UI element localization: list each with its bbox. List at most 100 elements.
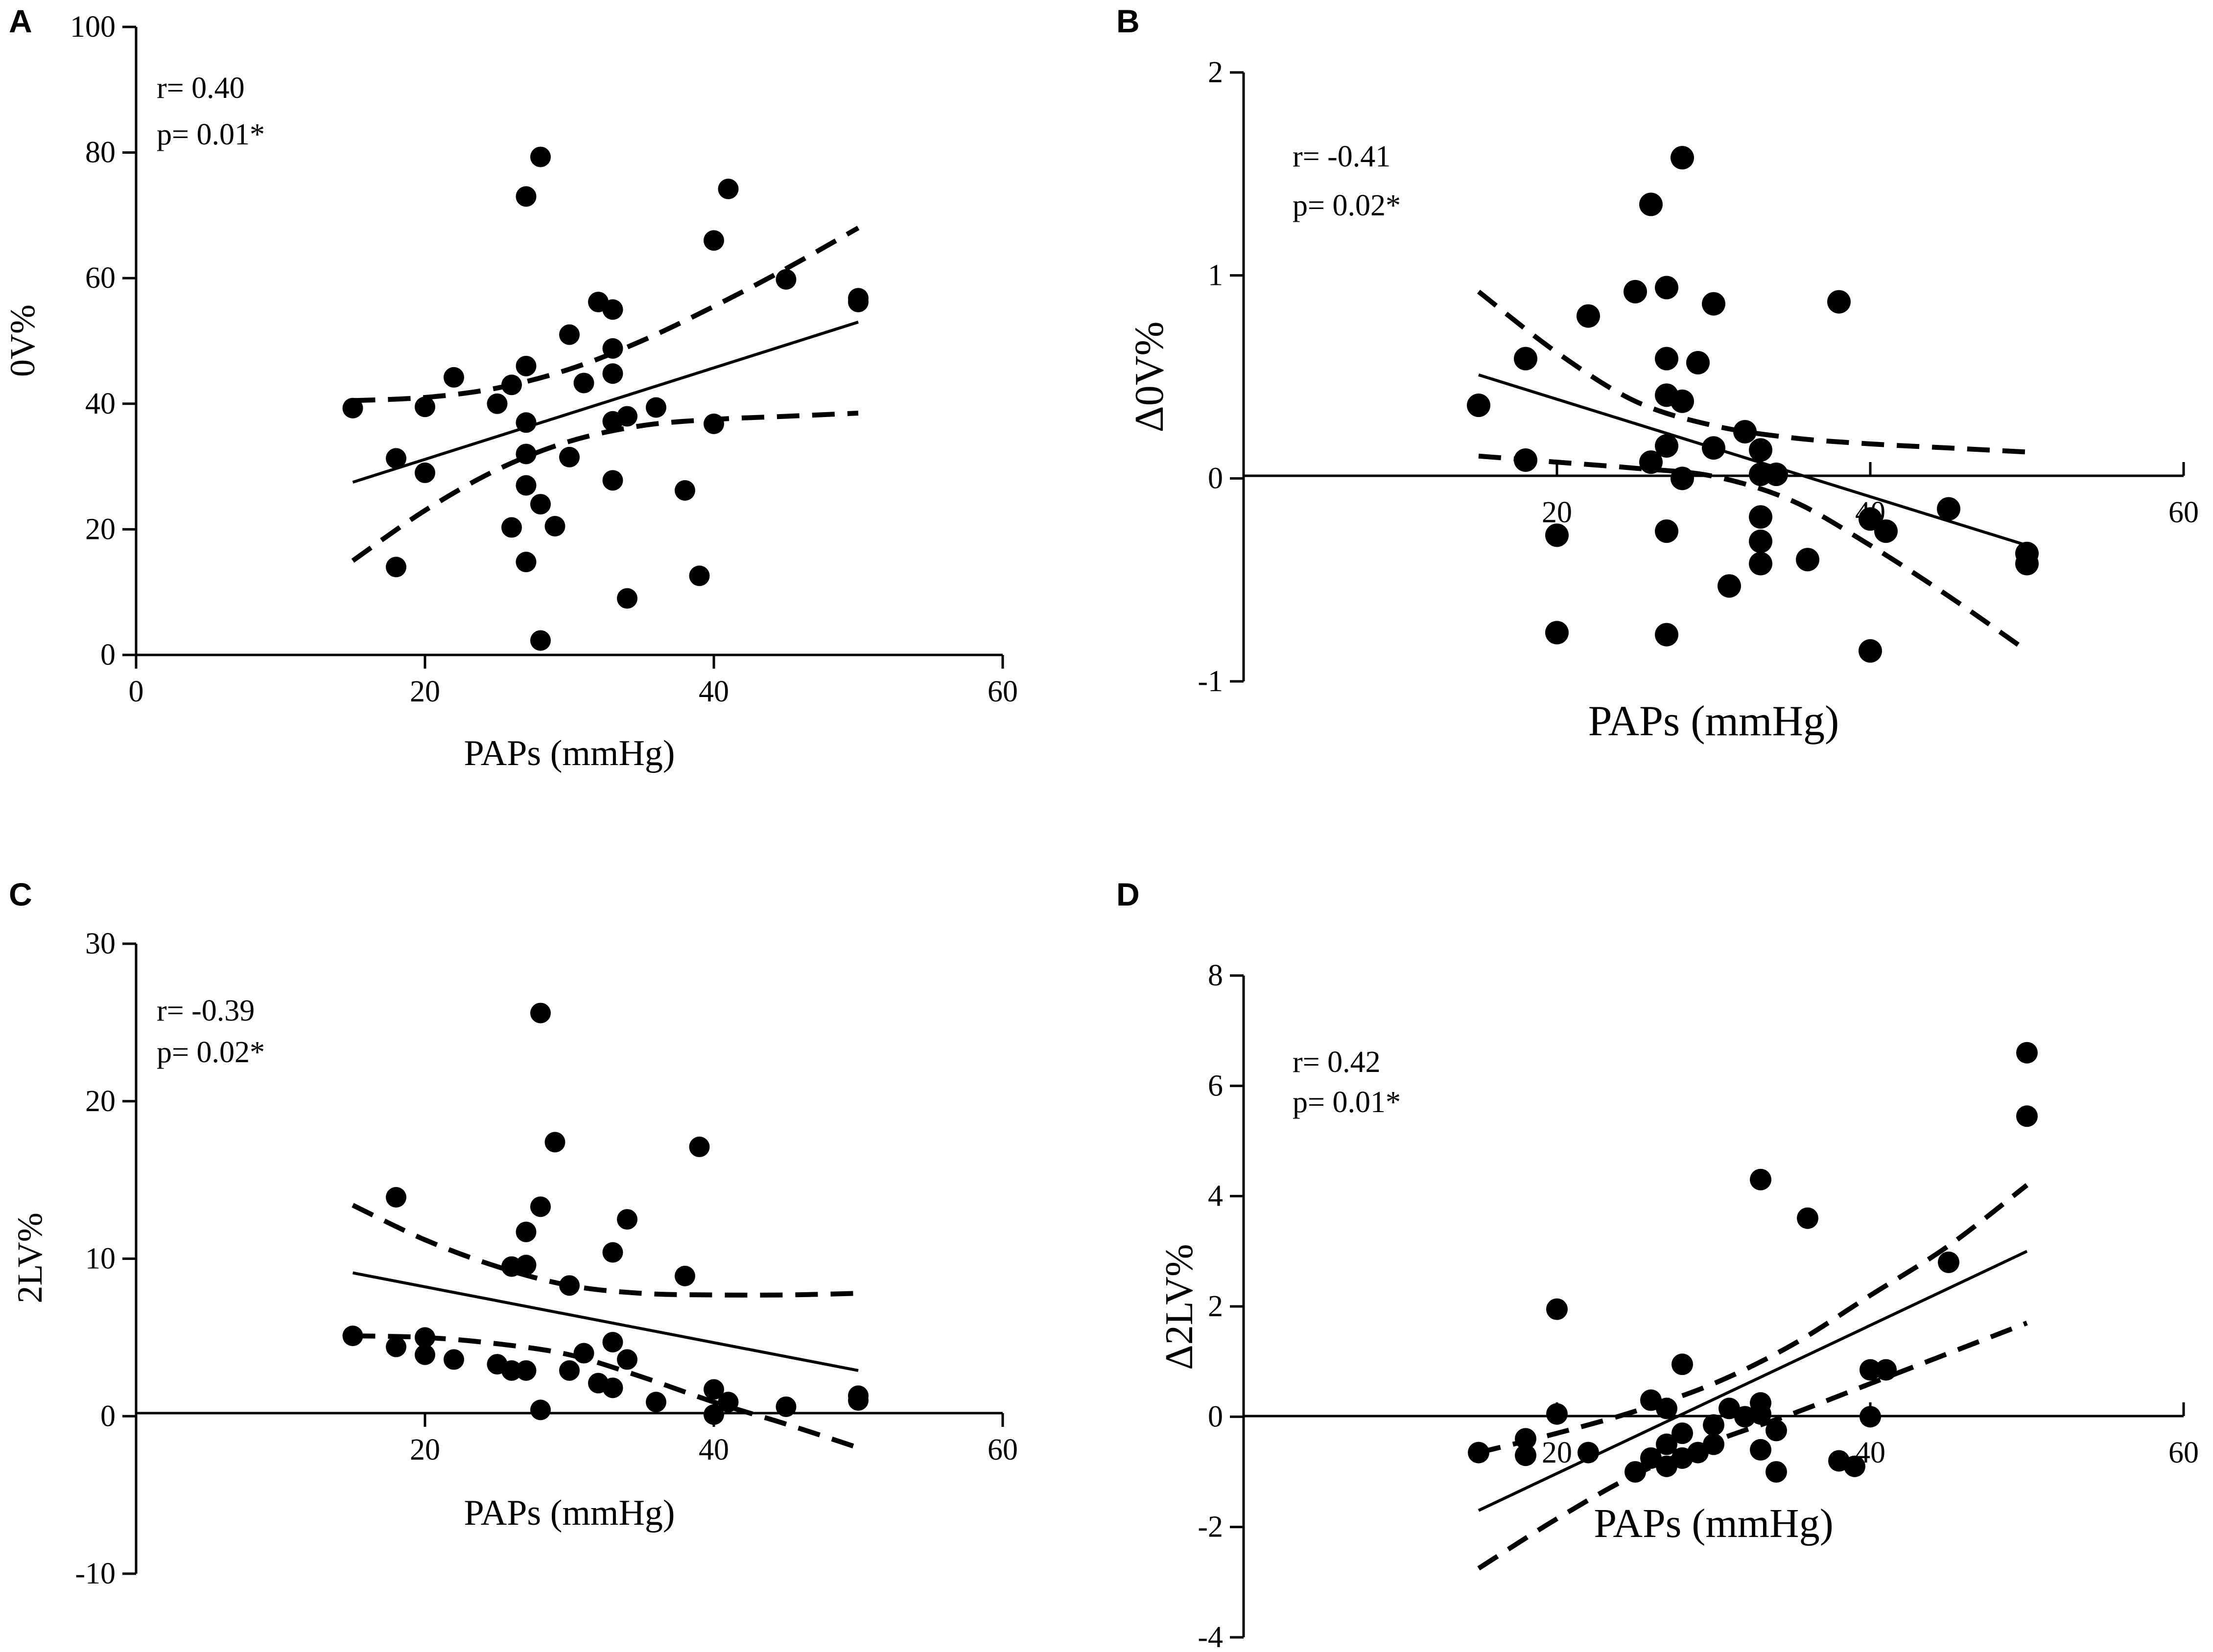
data-point bbox=[1859, 639, 1882, 663]
stat-p-c: p= 0.02* bbox=[157, 1036, 265, 1069]
ci-lower-curve bbox=[1478, 453, 2028, 653]
data-point bbox=[1749, 552, 1772, 576]
data-point bbox=[602, 1242, 623, 1263]
data-point bbox=[1860, 1359, 1881, 1381]
y-tick-label: 0 bbox=[100, 638, 116, 672]
data-point bbox=[516, 186, 537, 207]
y-tick-label: 2 bbox=[1208, 1290, 1223, 1323]
data-point bbox=[501, 517, 522, 538]
data-point bbox=[530, 630, 551, 651]
data-point bbox=[2015, 552, 2039, 576]
y-tick-label: -1 bbox=[1198, 665, 1223, 698]
data-point bbox=[1671, 146, 1694, 170]
y-axis-label: Δ0V% bbox=[1127, 322, 1172, 433]
data-point bbox=[1749, 438, 1772, 462]
data-point bbox=[1765, 463, 1788, 487]
y-tick-label: 10 bbox=[85, 1242, 116, 1276]
data-point bbox=[444, 367, 464, 388]
stat-p-d: p= 0.01* bbox=[1293, 1086, 1401, 1119]
y-tick-label: 2 bbox=[1208, 56, 1223, 89]
data-point bbox=[675, 480, 695, 501]
data-point bbox=[646, 1392, 666, 1413]
data-point bbox=[1766, 1461, 1787, 1483]
data-point bbox=[1671, 466, 1694, 490]
data-point bbox=[487, 393, 508, 414]
data-point bbox=[444, 1349, 464, 1370]
data-point bbox=[516, 1360, 537, 1381]
data-point bbox=[342, 397, 363, 419]
data-point bbox=[1750, 1439, 1771, 1461]
data-point bbox=[1766, 1419, 1787, 1442]
y-tick-label: 30 bbox=[85, 927, 116, 960]
stat-p-a: p= 0.01* bbox=[157, 118, 265, 151]
y-tick-label: -10 bbox=[75, 1557, 116, 1590]
data-point bbox=[1639, 192, 1663, 216]
y-tick-label: 60 bbox=[85, 261, 116, 295]
x-tick-label: 60 bbox=[988, 675, 1018, 708]
stat-r-b: r= -0.41 bbox=[1293, 140, 1390, 173]
data-point bbox=[1938, 1251, 1959, 1273]
data-point bbox=[1577, 1442, 1599, 1464]
plot-area-c: -10 0 10 20 30 20 40 60 PAPs (mmHg) 2LV% bbox=[10, 927, 1018, 1590]
data-point bbox=[602, 338, 623, 359]
data-point bbox=[1733, 419, 1757, 443]
data-point bbox=[1749, 529, 1772, 553]
y-axis-label: 2LV% bbox=[10, 1212, 49, 1303]
data-point bbox=[559, 1360, 580, 1381]
data-point bbox=[689, 565, 710, 586]
data-point bbox=[776, 1396, 797, 1417]
data-point bbox=[1702, 292, 1725, 316]
plot-area-a: 0 20 40 60 80 100 0 20 40 60 PAPs (mmHg) 0V% bbox=[3, 10, 1018, 773]
data-point bbox=[1874, 519, 1898, 543]
data-point bbox=[1655, 276, 1678, 300]
data-point bbox=[2016, 1105, 2038, 1127]
y-tick-label: -2 bbox=[1198, 1511, 1223, 1544]
data-point bbox=[2016, 1042, 2038, 1064]
data-point bbox=[573, 1343, 594, 1364]
data-point bbox=[1703, 1414, 1724, 1436]
x-tick-label: 60 bbox=[988, 1433, 1018, 1466]
data-point bbox=[559, 1275, 580, 1296]
ci-upper-curve bbox=[1478, 1183, 2029, 1455]
y-axis-label: Δ2LV% bbox=[1158, 1244, 1201, 1370]
data-point bbox=[1672, 1353, 1693, 1375]
stat-r-a: r= 0.40 bbox=[157, 71, 245, 105]
regression-line bbox=[1478, 373, 2027, 547]
data-point bbox=[602, 1377, 623, 1398]
x-axis-label: PAPs (mmHg) bbox=[1588, 698, 1839, 745]
data-point bbox=[516, 1255, 537, 1276]
data-point bbox=[602, 470, 623, 491]
y-tick-label: 4 bbox=[1208, 1180, 1223, 1213]
data-point bbox=[516, 355, 537, 376]
data-point bbox=[386, 557, 406, 578]
data-point bbox=[617, 406, 637, 427]
data-point bbox=[1515, 1444, 1536, 1466]
data-point bbox=[689, 1137, 710, 1158]
regression-line bbox=[352, 1271, 859, 1372]
panel-c: C r= -0.39 p= 0.02* -10 0 10 20 30 20 40 60 PAPs… bbox=[9, 876, 1018, 1590]
x-axis-label: PAPs (mmHg) bbox=[464, 733, 675, 773]
panel-label-a: A bbox=[9, 3, 32, 39]
data-point bbox=[1937, 497, 1960, 521]
data-point bbox=[573, 372, 594, 394]
panel-label-b: B bbox=[1116, 3, 1140, 39]
y-tick-label: 40 bbox=[85, 387, 116, 420]
data-point bbox=[1655, 623, 1678, 647]
x-tick-label: 20 bbox=[410, 675, 440, 708]
data-point bbox=[704, 1379, 724, 1400]
data-point bbox=[516, 552, 537, 573]
data-point bbox=[704, 413, 724, 434]
stat-p-b: p= 0.02* bbox=[1293, 189, 1401, 222]
y-tick-label: 20 bbox=[85, 1085, 116, 1118]
data-point bbox=[1468, 1442, 1489, 1464]
regression-line bbox=[352, 321, 859, 484]
data-point bbox=[1624, 279, 1647, 303]
y-tick-label: 1 bbox=[1208, 259, 1223, 292]
stat-r-d: r= 0.42 bbox=[1293, 1046, 1381, 1079]
ci-lower-curve bbox=[1477, 1321, 2028, 1571]
data-point bbox=[675, 1265, 695, 1286]
data-point bbox=[718, 1392, 739, 1413]
data-point bbox=[415, 1344, 435, 1365]
